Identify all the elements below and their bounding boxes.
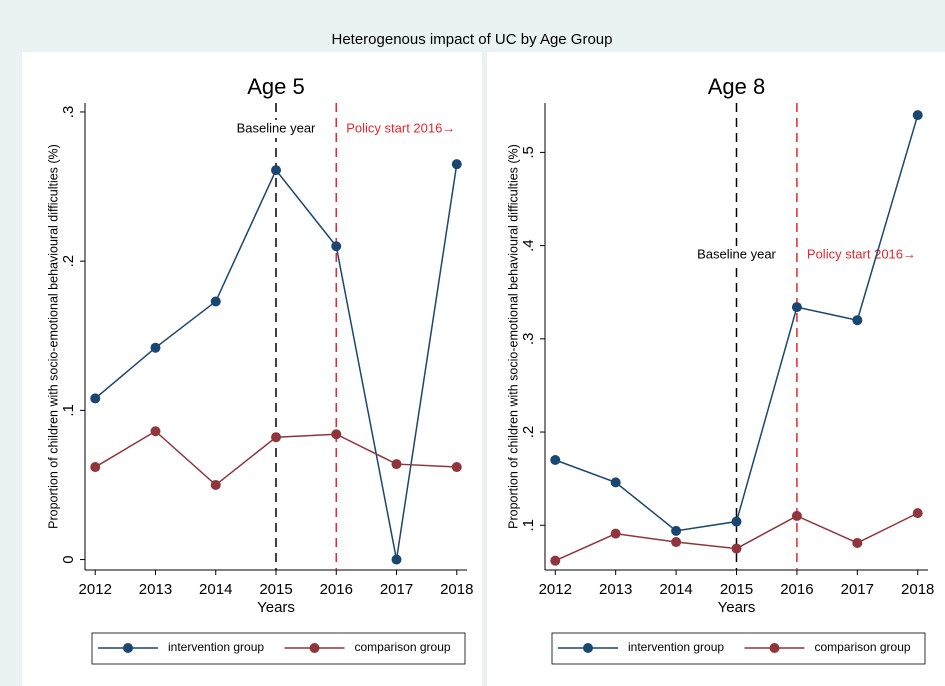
y-tick-label: .4: [520, 239, 537, 252]
data-point: [271, 432, 281, 443]
legend-label: intervention group: [168, 640, 264, 654]
data-point: [791, 302, 802, 313]
annotation-bg: [692, 246, 781, 265]
panel-bg: [487, 52, 945, 686]
x-tick-label: 2013: [599, 581, 632, 598]
data-point: [271, 165, 281, 176]
x-tick-label: 2015: [259, 581, 292, 598]
x-tick-label: 2017: [380, 581, 413, 598]
annotation: Policy start 2016→: [346, 120, 455, 135]
data-point: [150, 342, 161, 353]
y-tick-label: .3: [520, 333, 537, 346]
data-point: [331, 429, 342, 440]
y-tick-label: .1: [60, 404, 77, 417]
annotation-bg: [339, 120, 460, 139]
x-tick-label: 2016: [320, 581, 353, 598]
legend-marker: [769, 643, 780, 653]
data-point: [852, 537, 863, 548]
legend-label: comparison group: [815, 640, 911, 654]
data-point: [610, 477, 621, 488]
y-tick-label: .3: [60, 106, 77, 119]
legend-marker: [123, 643, 133, 653]
panel-title: Age 8: [708, 74, 766, 99]
data-point: [550, 555, 561, 566]
annotation-bg: [232, 120, 320, 139]
data-point: [391, 554, 402, 565]
legend-marker: [309, 643, 320, 653]
x-tick-label: 2017: [841, 581, 874, 598]
data-point: [852, 315, 863, 326]
y-tick-label: .5: [520, 146, 537, 159]
figure-title: Heterogenous impact of UC by Age Group: [332, 31, 613, 48]
x-axis-label: Years: [718, 599, 756, 616]
data-point: [451, 462, 462, 473]
data-point: [210, 296, 221, 307]
panel-bg: [22, 52, 482, 686]
data-point: [150, 426, 161, 437]
x-tick-label: 2016: [780, 581, 813, 598]
legend-label: intervention group: [628, 640, 724, 654]
data-point: [912, 508, 923, 519]
data-point: [912, 110, 923, 121]
legend-marker: [583, 643, 593, 653]
x-tick-label: 2018: [901, 581, 934, 598]
data-point: [90, 393, 101, 404]
y-axis-label: Proportion of children with socio-emotio…: [46, 144, 60, 529]
data-point: [90, 462, 101, 473]
annotation: Policy start 2016→: [807, 247, 916, 262]
data-point: [731, 516, 742, 527]
data-point: [451, 159, 462, 170]
y-tick-label: .2: [520, 426, 537, 439]
annotation: Baseline year: [237, 120, 316, 135]
annotation-bg: [799, 246, 920, 265]
y-tick-label: .1: [520, 519, 537, 532]
annotation: Baseline year: [697, 247, 776, 262]
data-point: [791, 510, 802, 521]
data-point: [550, 455, 561, 466]
data-point: [671, 537, 682, 548]
x-tick-label: 2015: [720, 581, 753, 598]
data-point: [331, 241, 342, 252]
y-axis-label: Proportion of children with socio-emotio…: [506, 144, 520, 529]
legend-label: comparison group: [355, 640, 451, 654]
y-tick-label: .2: [60, 255, 77, 268]
data-point: [731, 543, 742, 554]
x-tick-label: 2014: [199, 581, 232, 598]
y-tick-label: 0: [60, 555, 77, 563]
x-tick-label: 2014: [659, 581, 692, 598]
data-point: [210, 479, 221, 490]
x-axis-label: Years: [257, 599, 295, 616]
x-tick-label: 2013: [139, 581, 172, 598]
data-point: [610, 528, 621, 539]
x-tick-label: 2012: [79, 581, 112, 598]
panel-title: Age 5: [247, 74, 305, 99]
data-point: [391, 459, 402, 470]
x-tick-label: 2012: [539, 581, 572, 598]
x-tick-label: 2018: [440, 581, 473, 598]
data-point: [671, 525, 682, 536]
